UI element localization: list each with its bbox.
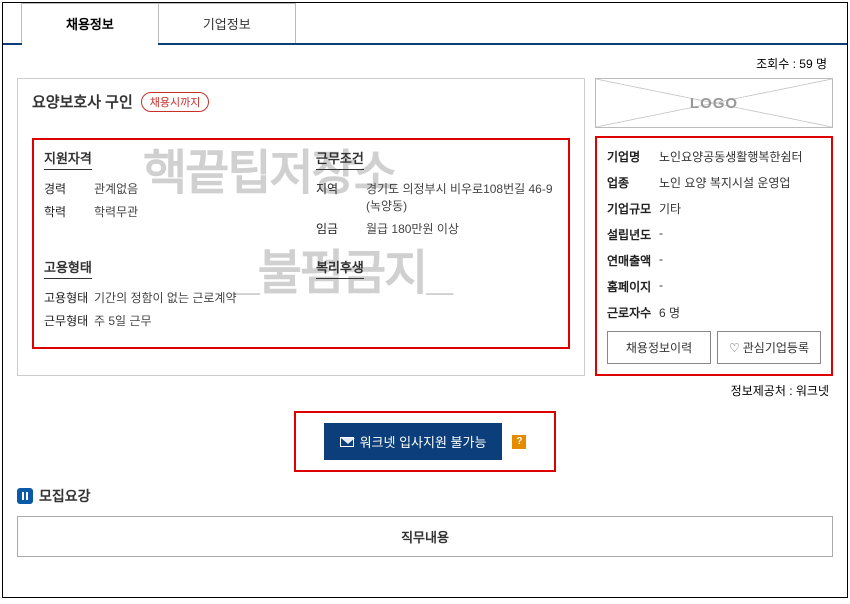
exp-val: 관계없음: [94, 180, 286, 197]
info-source: 정보제공처 : 워크넷: [3, 376, 847, 403]
co-size-v: 기타: [659, 200, 821, 217]
welfare-head: 복리후생: [316, 257, 364, 279]
co-rev-v: -: [659, 252, 821, 269]
loc-key: 지역: [316, 180, 366, 214]
view-label: 조회수 :: [756, 57, 799, 71]
type-key: 고용형태: [44, 289, 94, 306]
co-emp-v: 6 명: [659, 304, 821, 321]
co-home-v: -: [659, 278, 821, 295]
company-logo: LOGO: [595, 78, 833, 128]
highlight-box-company: 기업명노인요양공동생활행복한쉼터 업종노인 요양 복지시설 운영업 기업규모기타…: [595, 136, 833, 376]
pay-val: 월급 180만원 이상: [366, 220, 558, 237]
job-title: 요양보호사 구인: [32, 91, 133, 112]
co-home-k: 홈페이지: [607, 278, 659, 295]
mail-icon: [340, 437, 354, 447]
edu-val: 학력무관: [94, 203, 286, 220]
view-value: 59 명: [799, 57, 827, 71]
exp-key: 경력: [44, 180, 94, 197]
emp-head: 고용형태: [44, 257, 92, 279]
co-est-v: -: [659, 226, 821, 243]
job-detail-header: 직무내용: [17, 516, 833, 557]
apply-button[interactable]: 워크넷 입사지원 불가능: [324, 423, 503, 460]
pay-key: 임금: [316, 220, 366, 237]
history-button[interactable]: 채용정보이력: [607, 331, 711, 364]
section-recruit-summary: 모집요강: [3, 486, 847, 516]
highlight-box-apply: 워크넷 입사지원 불가능 ?: [294, 411, 557, 472]
loc-val: 경기도 의정부시 비우로108번길 46-9 (녹양동): [366, 180, 558, 214]
favorite-button[interactable]: ♡관심기업등록: [717, 331, 821, 364]
highlight-box-main: 지원자격 경력관계없음 학력학력무관 근무조건 지역경기도 의정부시 비우로10…: [32, 138, 570, 349]
co-name-k: 기업명: [607, 148, 659, 165]
help-icon[interactable]: ?: [512, 435, 526, 449]
tab-recruit[interactable]: 채용정보: [21, 3, 158, 43]
co-biz-k: 업종: [607, 174, 659, 191]
co-name-v: 노인요양공동생활행복한쉼터: [659, 148, 821, 165]
co-est-k: 설립년도: [607, 226, 659, 243]
cond-head: 근무조건: [316, 148, 364, 170]
co-biz-v: 노인 요양 복지시설 운영업: [659, 174, 821, 191]
work-key: 근무형태: [44, 312, 94, 329]
list-icon: [17, 488, 33, 504]
qual-head: 지원자격: [44, 148, 92, 170]
left-panel: 요양보호사 구인 채용시까지 지원자격 경력관계없음 학력학력무관 근무조건 지…: [17, 78, 585, 376]
favorite-label: 관심기업등록: [743, 341, 809, 355]
heart-icon: ♡: [729, 341, 740, 355]
type-val: 기간의 정함이 없는 근로계약: [94, 289, 286, 306]
apply-label: 워크넷 입사지원 불가능: [360, 432, 487, 451]
co-rev-k: 연매출액: [607, 252, 659, 269]
tab-bar: 채용정보 기업정보: [3, 3, 847, 45]
tab-company[interactable]: 기업정보: [158, 3, 296, 43]
recruit-badge: 채용시까지: [141, 92, 210, 112]
co-size-k: 기업규모: [607, 200, 659, 217]
co-emp-k: 근로자수: [607, 304, 659, 321]
work-val: 주 5일 근무: [94, 312, 286, 329]
section-title: 모집요강: [39, 486, 91, 506]
edu-key: 학력: [44, 203, 94, 220]
view-count: 조회수 : 59 명: [3, 45, 847, 78]
